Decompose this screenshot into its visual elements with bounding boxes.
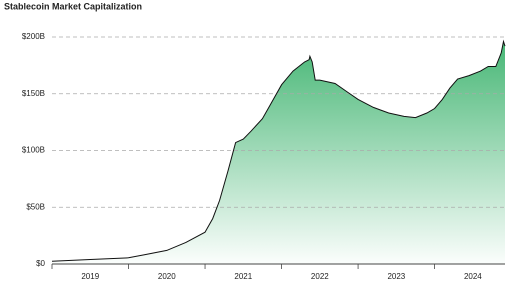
x-tick-label: 2020 [158, 272, 176, 281]
chart-title: Stablecoin Market Capitalization [4, 1, 142, 11]
x-tick-label: 2023 [387, 272, 405, 281]
y-tick-label: $0 [36, 259, 45, 268]
x-tick-label: 2021 [234, 272, 252, 281]
y-tick-label: $150B [22, 89, 45, 98]
x-tick-label: 2019 [81, 272, 99, 281]
x-tick-label: 2022 [311, 272, 329, 281]
y-tick-label: $100B [22, 146, 45, 155]
area [52, 41, 505, 264]
y-tick-label: $50B [26, 202, 45, 211]
y-tick-label: $200B [22, 32, 45, 41]
x-tick-label: 2024 [464, 272, 482, 281]
line [51, 39, 506, 262]
